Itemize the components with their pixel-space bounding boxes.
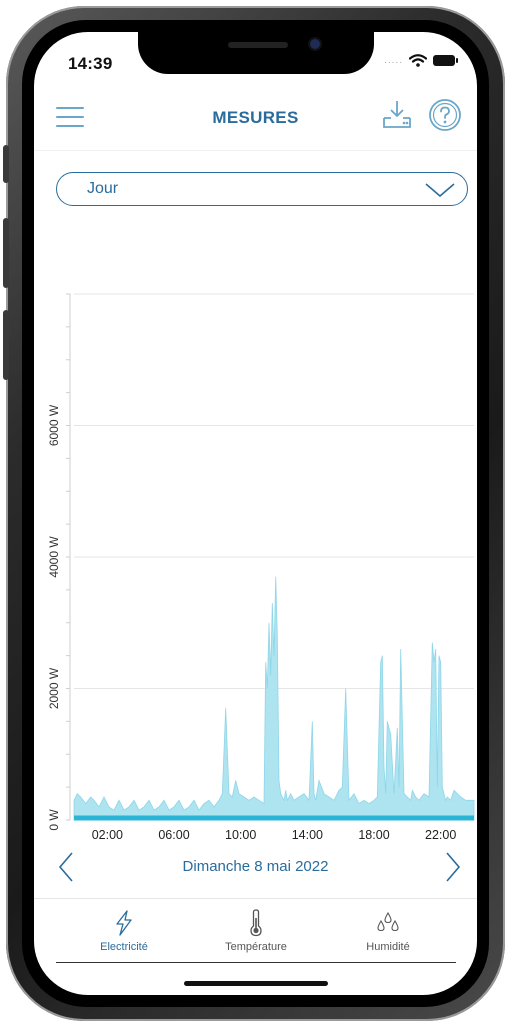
x-tick-label: 06:00 [158,828,189,842]
download-icon[interactable] [380,98,414,132]
tab-temperature[interactable]: Température [186,909,326,963]
current-date: Dimanche 8 mai 2022 [182,858,329,875]
tab-humidite[interactable]: Humidité [318,909,458,963]
x-tick-label: 14:00 [292,828,323,842]
phone-side-button [3,145,9,183]
x-tick-label: 18:00 [358,828,389,842]
y-tick-label: 0 W [47,809,61,831]
camera-icon [310,39,320,49]
help-icon[interactable] [428,98,462,132]
tab-label: Electricité [100,941,148,953]
app-screen: 14:39 ..... MESURES Jour [34,32,477,995]
date-navigation: Dimanche 8 mai 2022 [34,850,477,886]
phone-side-button [3,310,9,380]
chevron-right-icon[interactable] [441,850,465,884]
battery-icon [433,55,458,66]
x-tick-label: 10:00 [225,828,256,842]
bottom-tabs: Electricité Température Humidité [34,898,477,969]
x-tick-label: 02:00 [92,828,123,842]
hamburger-menu-icon[interactable] [56,106,84,128]
chevron-left-icon[interactable] [54,850,78,884]
y-tick-label: 6000 W [47,404,61,446]
speaker-icon [228,42,288,48]
tabs-underline [56,962,456,963]
tab-electricite[interactable]: Electricité [54,909,194,963]
status-icons: ..... [384,54,458,67]
chevron-down-icon [425,183,455,197]
droplets-icon [377,911,399,932]
signal-dots: ..... [384,55,403,66]
home-indicator[interactable] [184,981,328,986]
phone-side-button [3,218,9,288]
period-select[interactable]: Jour [56,172,468,206]
y-tick-label: 4000 W [47,536,61,578]
header-divider [34,150,477,151]
app-header: MESURES [34,94,477,146]
status-time: 14:39 [68,54,113,73]
page-title: MESURES [212,108,299,127]
lightning-icon [116,910,132,936]
power-chart[interactable]: 0 W 2000 W 4000 W 6000 W 02:00 06:00 10:00 14:0… [34,254,477,854]
power-series-area [73,576,475,821]
y-tick-label: 2000 W [47,667,61,709]
tab-label: Humidité [366,941,410,953]
notch [138,32,374,74]
period-select-value: Jour [87,180,119,197]
thermometer-icon [250,909,262,937]
x-tick-label: 22:00 [425,828,456,842]
wifi-icon [409,54,427,67]
tab-label: Température [225,941,287,953]
